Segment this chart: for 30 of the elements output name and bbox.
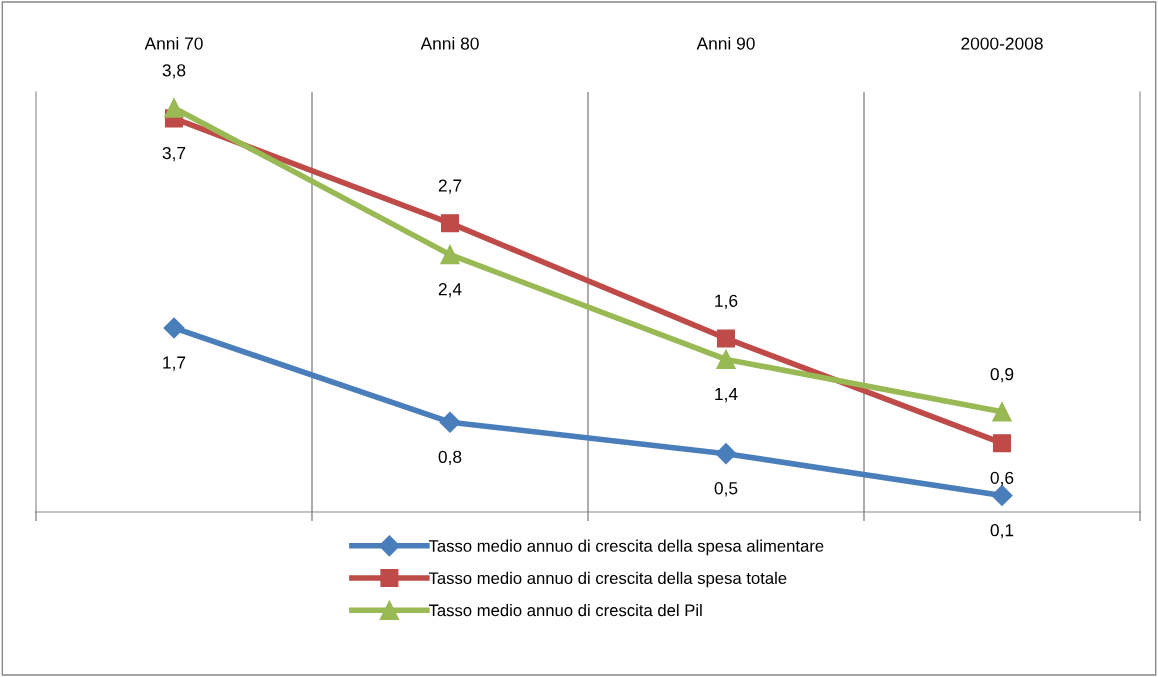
x-tick-label: Anni 70: [144, 36, 203, 50]
data-label: 1,4: [715, 388, 738, 403]
point: [440, 214, 460, 233]
x-tick-label: Anni 80: [420, 36, 479, 50]
legend-label: Tasso medio annuo di crescita del Pil: [428, 604, 702, 617]
data-label: 3,8: [162, 64, 186, 79]
point: [991, 485, 1013, 507]
point: [992, 434, 1012, 453]
point: [164, 98, 184, 118]
point: [715, 443, 737, 465]
data-label: 0,5: [714, 482, 738, 497]
point: [992, 402, 1012, 422]
data-label: 0,6: [990, 471, 1014, 486]
data-label: 1,7: [163, 356, 186, 371]
data-label: 0,1: [990, 524, 1014, 539]
point: [163, 317, 185, 339]
data-label: 3,7: [162, 146, 186, 162]
data-label: 0,8: [438, 450, 462, 466]
data-label: 0,9: [990, 368, 1014, 383]
data-label: 2,4: [438, 283, 462, 298]
point: [716, 329, 736, 348]
data-label: 1,6: [715, 294, 738, 310]
point: [440, 244, 460, 265]
legend-label: Tasso medio annuo di crescita della spesa totale: [428, 571, 787, 588]
x-tick-label: Anni 90: [696, 36, 755, 50]
point: [439, 411, 461, 433]
point: [716, 349, 736, 370]
legend-label: Tasso medio annuo di crescita della spesa alimentare: [428, 539, 824, 556]
data-label: 2,7: [438, 179, 462, 194]
x-tick-label: 2000-2008: [961, 37, 1043, 50]
